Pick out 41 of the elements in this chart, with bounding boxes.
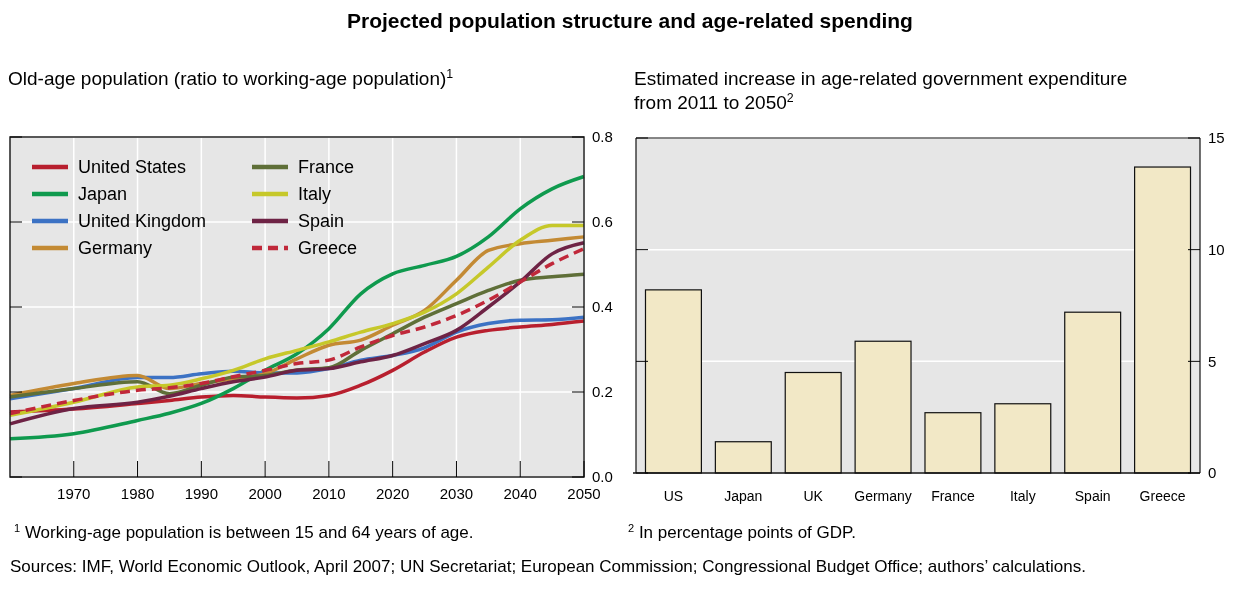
x-tick-label: Japan — [724, 488, 763, 504]
legend-label: Greece — [298, 238, 358, 259]
chart-subtitle: Estimated increase in age-related government expenditure from 2011 to 2050$^{2}$ — [634, 68, 1128, 113]
legend-label: Spain — [298, 211, 345, 232]
y-tick-label: 15 — [1208, 129, 1225, 147]
y-tick-label: 10 — [1208, 240, 1225, 258]
y-tick-label: 0.6 — [592, 213, 613, 231]
legend-label: Italy — [298, 184, 332, 205]
x-tick-label: 1980 — [120, 485, 155, 502]
x-tick-label: Spain — [1074, 488, 1111, 504]
x-tick-label: 2010 — [312, 485, 346, 502]
line-series — [8, 174, 586, 441]
legend-label: Germany — [78, 238, 153, 259]
x-tick-label: 2000 — [248, 485, 282, 502]
y-tick-label: 5 — [1208, 352, 1217, 370]
source-note: Sources: IMF, World Economic Outlook, April 2007; UN Secretariat; European Commission; Congressional Budget Office; authors’ calculations. — [10, 557, 1086, 576]
chart-subtitle: Old-age population (ratio to working-age population)$^{1}$ — [8, 67, 454, 89]
legend-label: Japan — [78, 184, 128, 205]
legend-label: United States — [78, 157, 187, 178]
x-tick-label: 2050 — [567, 485, 601, 502]
y-tick-label: 0.2 — [592, 383, 613, 401]
x-tick-label: Greece — [1139, 488, 1186, 504]
x-tick-label: US — [663, 488, 684, 504]
x-tick-label: France — [931, 488, 975, 504]
x-tick-label: Germany — [854, 488, 912, 504]
x-tick-label: 2040 — [503, 485, 537, 502]
y-tick-label: 0.0 — [592, 468, 613, 486]
x-tick-label: Italy — [1009, 488, 1036, 504]
x-tick-label: UK — [803, 488, 824, 504]
y-tick-label: 0.4 — [592, 298, 613, 316]
y-tick-label: 0 — [1208, 464, 1217, 482]
text: Projected population structure and age-related spending — [347, 9, 913, 32]
text: $^{2}$ In percentage points of GDP. — [628, 522, 856, 542]
x-tick-label: 2030 — [439, 485, 474, 502]
legend-label: United Kingdom — [78, 211, 207, 232]
x-tick-label: 1990 — [184, 485, 219, 502]
y-tick-label: 0.8 — [592, 128, 613, 146]
x-tick-label: 1970 — [57, 485, 91, 502]
x-tick-label: 2020 — [375, 485, 410, 502]
legend-label: France — [298, 157, 355, 178]
text: $^{1}$ Working-age population is between 15 and 64 years of age. — [14, 522, 474, 542]
